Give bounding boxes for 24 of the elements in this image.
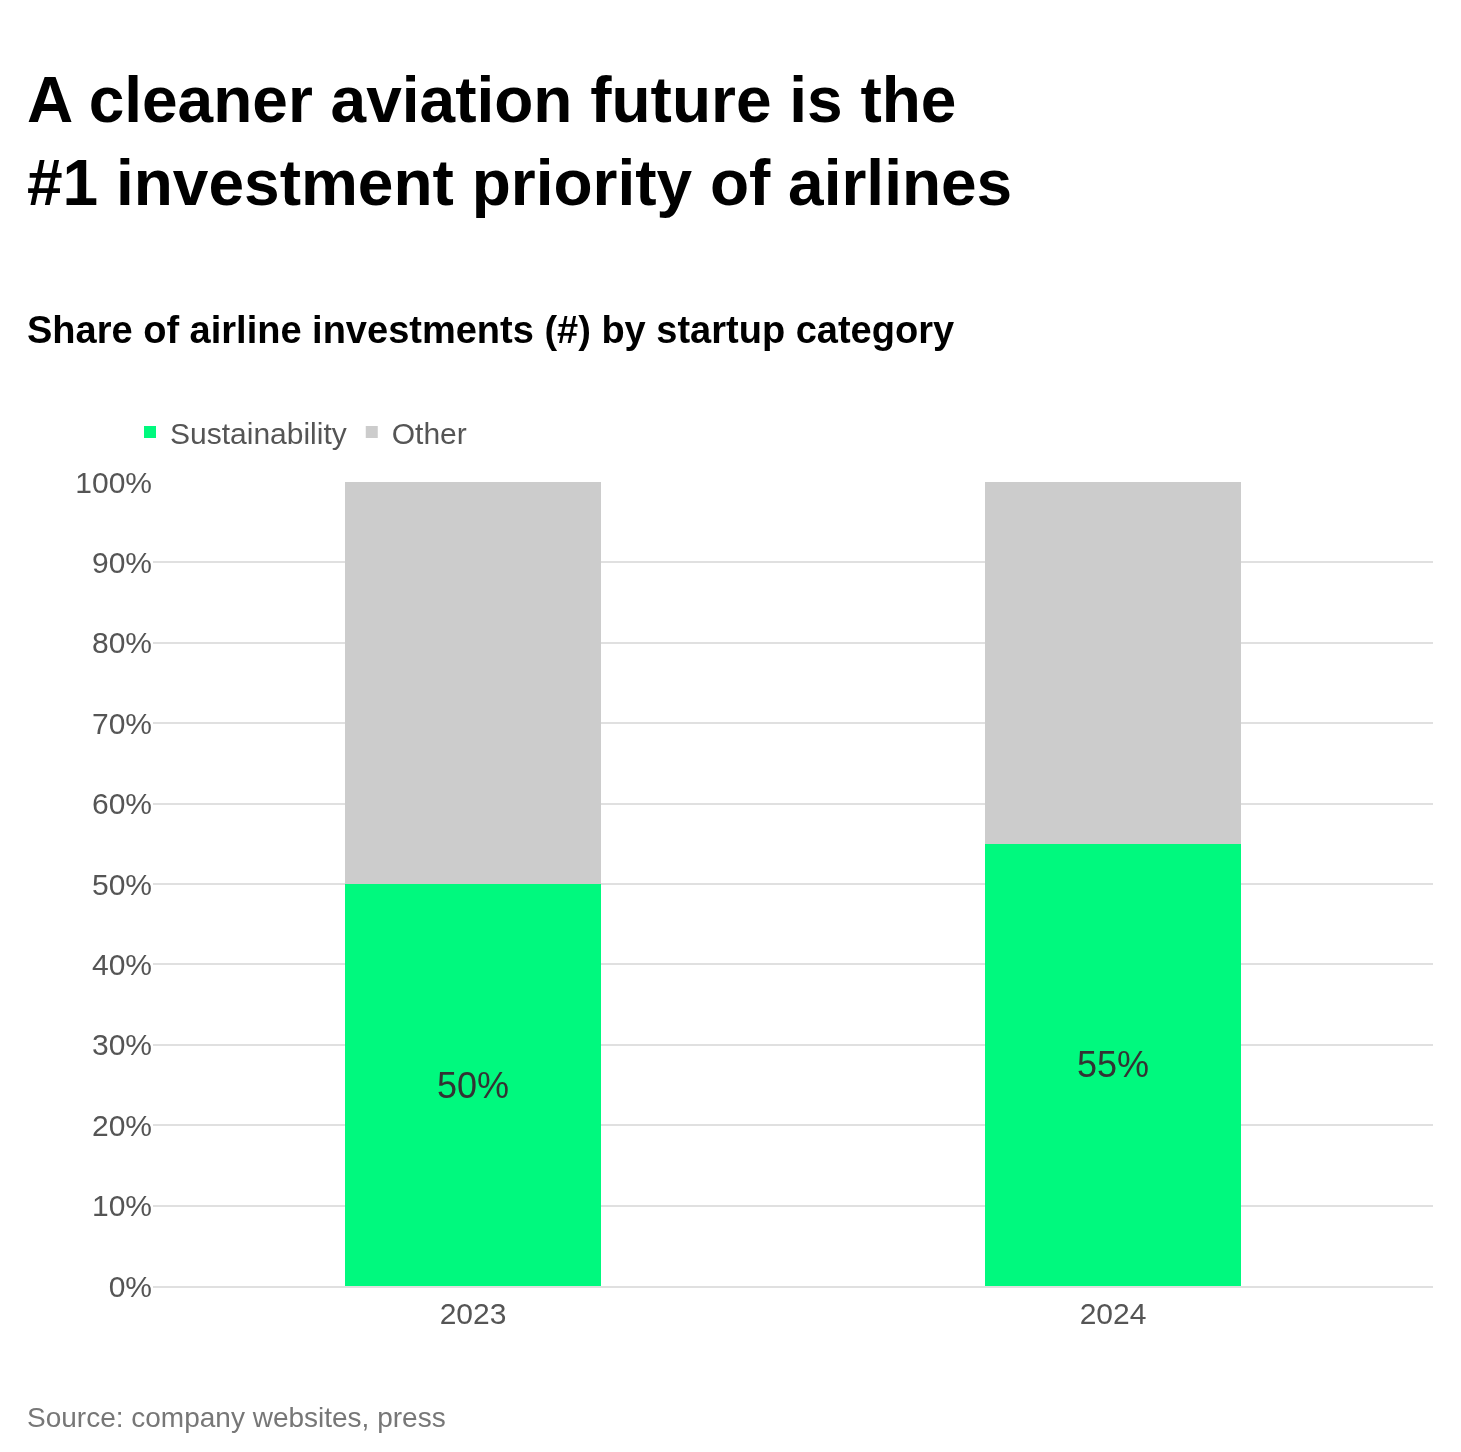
- y-tick-label: 40%: [91, 947, 152, 981]
- chart-title: A cleaner aviation future is the #1 investment priority of airlines: [27, 64, 1013, 220]
- y-tick-label: 20%: [91, 1108, 152, 1142]
- bar: [985, 843, 1241, 1286]
- source-note: Source: company websites, press: [27, 1402, 446, 1433]
- y-tick-label: 10%: [91, 1189, 152, 1223]
- y-tick-label: 90%: [91, 545, 152, 579]
- x-tick-label: 2024: [1079, 1296, 1147, 1330]
- bar: [985, 482, 1241, 844]
- y-tick-label: 70%: [91, 706, 152, 740]
- y-tick-label: 80%: [91, 626, 152, 660]
- y-tick-label: 100%: [75, 465, 152, 499]
- data-label: 50%: [436, 1064, 510, 1106]
- bar: [345, 482, 601, 884]
- chart-subtitle: Share of airline investments (#) by startup category: [27, 309, 955, 351]
- y-tick-label: 50%: [91, 867, 152, 901]
- bar: [345, 884, 601, 1286]
- legend-label: Sustainability: [170, 416, 347, 450]
- legend-label: Other: [391, 416, 467, 450]
- y-tick-label: 30%: [91, 1028, 152, 1062]
- data-label: 55%: [1076, 1044, 1150, 1086]
- x-tick-label: 2023: [439, 1296, 507, 1330]
- y-tick-label: 0%: [108, 1269, 152, 1303]
- y-tick-label: 60%: [91, 787, 152, 821]
